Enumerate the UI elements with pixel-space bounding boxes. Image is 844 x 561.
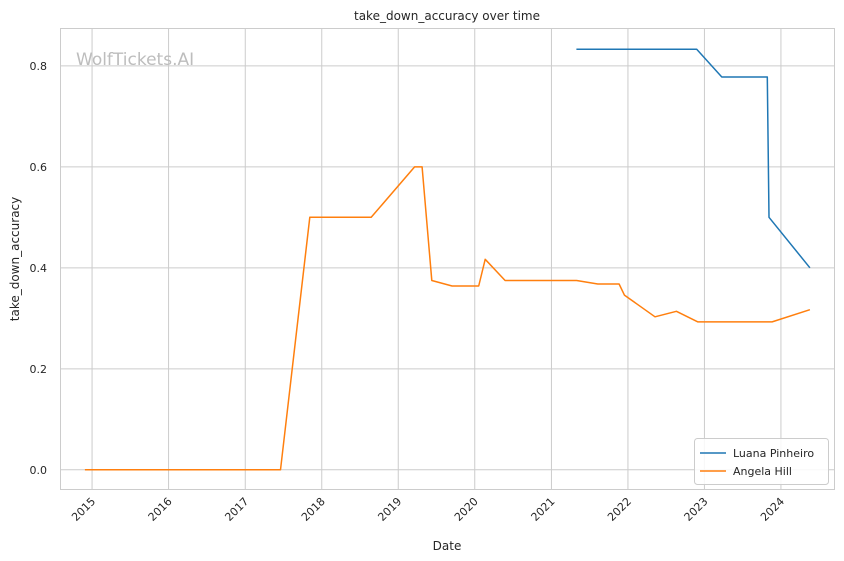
chart-title: take_down_accuracy over time: [354, 9, 540, 23]
legend-box: [694, 438, 829, 485]
series-line-luana-pinheiro: [576, 48, 811, 269]
y-tick-label: 0.2: [30, 363, 48, 376]
y-axis-label: take_down_accuracy: [8, 197, 22, 321]
y-tick-labels: 0.0 0.2 0.4 0.6 0.8: [30, 60, 48, 477]
legend-label-angela-hill: Angela Hill: [733, 465, 792, 478]
y-tick-label: 0.8: [30, 60, 48, 73]
x-axis-label: Date: [433, 539, 462, 553]
series-layer: [84, 48, 811, 471]
y-tick-label: 0.4: [30, 262, 48, 275]
plot-frame: [60, 28, 835, 490]
watermark-text: WolfTickets.AI: [76, 50, 194, 70]
y-tick-label: 0.6: [30, 161, 48, 174]
legend-label-luana-pinheiro: Luana Pinheiro: [733, 447, 814, 460]
legend: Luana Pinheiro Angela Hill: [694, 438, 829, 485]
series-line-angela-hill: [84, 166, 811, 471]
y-tick-label: 0.0: [30, 464, 48, 477]
